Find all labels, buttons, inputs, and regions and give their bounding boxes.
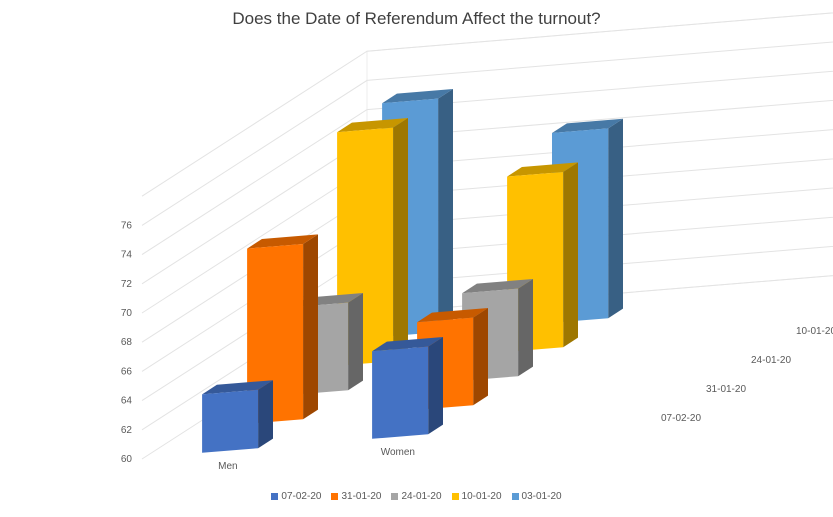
y-tick-label: 72 [121, 279, 133, 290]
legend-item: 07-02-20 [271, 491, 321, 502]
bar-top-face [372, 337, 443, 352]
legend-label: 07-02-20 [281, 491, 322, 502]
legend-item: 10-01-20 [451, 491, 502, 502]
bar-top-face [507, 162, 578, 177]
x-axis-labels: Men Women [218, 447, 415, 472]
bar-front-face [247, 244, 304, 424]
legend-label: 03-01-20 [521, 491, 562, 502]
bar-top-face [247, 234, 318, 249]
legend-label: 24-01-20 [401, 491, 442, 502]
y-tick-label: 70 [121, 308, 133, 319]
bar-top-face [337, 118, 408, 133]
bar-31-01-20-Men [247, 234, 318, 424]
bar-side-face [438, 89, 453, 333]
legend-label: 31-01-20 [341, 491, 382, 502]
gridline [141, 12, 833, 197]
depth-tick-label: 24-01-20 [751, 355, 791, 366]
legend-swatch [511, 493, 519, 500]
bar-side-face [258, 380, 273, 449]
y-tick-label: 66 [121, 366, 133, 377]
bar-07-02-20-Women [372, 337, 443, 439]
legend-item: 03-01-20 [511, 491, 562, 502]
bar-side-face [563, 162, 578, 348]
bar-side-face [518, 279, 533, 377]
depth-tick-label: 10-01-20 [796, 326, 833, 337]
bar-front-face [372, 346, 429, 439]
legend-item: 24-01-20 [391, 491, 442, 502]
y-tick-label: 64 [121, 396, 133, 407]
legend-item: 31-01-20 [331, 491, 381, 502]
legend-swatch [451, 493, 459, 500]
depth-tick-label: 31-01-20 [706, 384, 746, 395]
x-tick-label: Women [381, 447, 415, 458]
bar-top-face [417, 308, 488, 323]
bar-side-face [393, 118, 408, 362]
x-tick-label: Men [218, 461, 237, 472]
gridlines [141, 12, 833, 460]
y-tick-label: 60 [121, 454, 133, 465]
bar-side-face [348, 293, 363, 391]
gridline [141, 41, 833, 226]
y-tick-label: 76 [121, 220, 133, 231]
bar-side-face [428, 337, 443, 435]
legend: 07-02-20 31-01-20 24-01-20 10-01-20 03-01-20 [0, 491, 833, 502]
y-axis-ticks: 60 62 64 66 68 70 72 74 76 [121, 220, 133, 465]
bar-side-face [303, 234, 318, 420]
bar-top-face [202, 380, 273, 395]
bar-side-face [608, 118, 623, 319]
y-tick-label: 62 [121, 425, 133, 436]
y-tick-label: 74 [121, 250, 133, 261]
bar-top-face [462, 279, 533, 294]
legend-swatch [391, 493, 399, 500]
depth-tick-label: 07-02-20 [661, 413, 701, 424]
chart-title: Does the Date of Referendum Affect the t… [232, 9, 601, 28]
legend-label: 10-01-20 [461, 491, 502, 502]
gridline [141, 99, 833, 285]
bar-07-02-20-Men [202, 380, 273, 453]
bars [202, 89, 623, 453]
bar-top-face [552, 118, 623, 133]
bar-side-face [473, 308, 488, 406]
legend-swatch [331, 493, 339, 500]
bar-front-face [202, 389, 259, 453]
y-tick-label: 68 [121, 337, 133, 348]
gridline [141, 70, 833, 256]
bar-top-face [382, 89, 453, 104]
legend-swatch [271, 493, 279, 500]
